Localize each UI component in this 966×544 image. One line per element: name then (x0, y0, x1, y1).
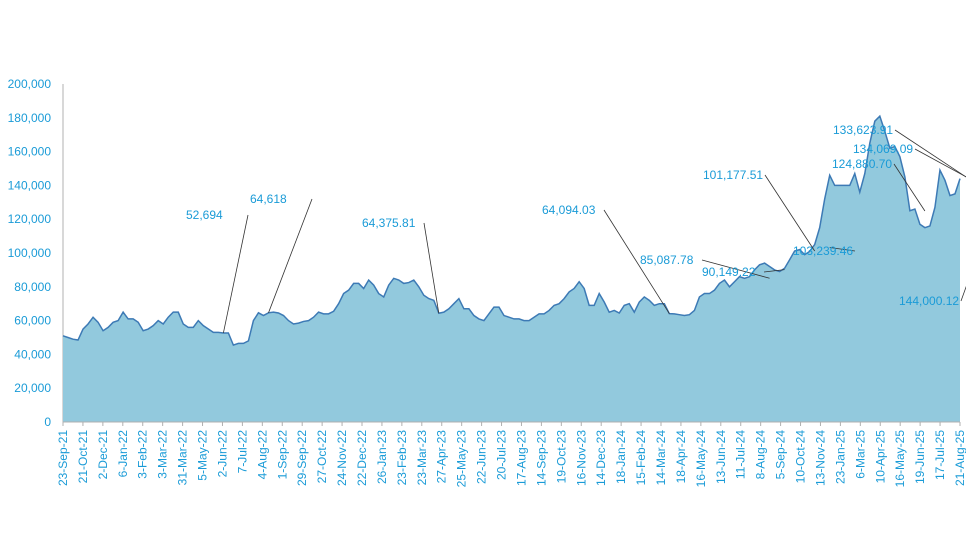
x-tick-label: 17-Jul-25 (933, 430, 947, 480)
series-line (62, 114, 961, 347)
x-tick-label: 13-Jun-24 (714, 430, 728, 484)
x-tick-label: 13-Nov-24 (813, 430, 827, 486)
annotation-leader-line (701, 259, 770, 279)
x-tick-label: 2-Dec-21 (96, 430, 110, 480)
x-tick-label: 23-Jan-25 (833, 430, 847, 484)
y-tick-label: 20,000 (14, 381, 51, 395)
x-tick-label: 5-May-22 (196, 430, 210, 481)
y-tick-label: 200,000 (8, 77, 52, 91)
x-tick-label: 5-Sep-24 (774, 430, 788, 480)
x-tick-label: 27-Apr-23 (435, 430, 449, 484)
y-tick-label: 160,000 (8, 145, 52, 159)
x-tick-label: 3-Feb-22 (136, 430, 150, 479)
x-tick-label: 23-Mar-23 (415, 430, 429, 486)
x-tick-label: 8-Aug-24 (754, 430, 768, 480)
x-tick-label: 14-Dec-23 (594, 430, 608, 486)
x-tick-label: 14-Mar-24 (654, 430, 668, 486)
x-tick-label: 23-Sep-21 (56, 430, 70, 486)
x-tick-label: 22-Jun-23 (475, 430, 489, 484)
x-tick-label: 11-Jul-24 (734, 430, 748, 479)
y-tick-label: 120,000 (8, 212, 52, 226)
data-label: 103,239.46 (793, 244, 853, 258)
x-tick-label: 16-Nov-23 (574, 430, 588, 486)
annotation-leader-line (914, 148, 966, 178)
x-tick-label: 21-Aug-25 (953, 430, 966, 486)
x-tick-label: 21-Oct-21 (76, 430, 90, 484)
x-tick-label: 16-May-25 (893, 430, 907, 488)
x-tick-label: 7-Jul-22 (235, 430, 249, 474)
annotation-leader-line (763, 269, 785, 273)
data-label: 90,149.22 (702, 265, 756, 279)
annotation-leader-line (764, 174, 816, 252)
data-label: 64,618 (250, 192, 287, 206)
y-tick-label: 60,000 (14, 314, 51, 328)
x-tick-label: 16-May-24 (694, 430, 708, 488)
series-area-fill (63, 116, 960, 423)
x-tick-label: 31-Mar-22 (176, 430, 190, 486)
y-tick-label: 100,000 (8, 246, 52, 260)
x-tick-label: 2-Jun-22 (215, 430, 229, 478)
x-tick-label: 27-Oct-22 (315, 430, 329, 484)
data-label: 85,087.78 (640, 253, 694, 267)
data-label: 134,069.09 (853, 142, 913, 156)
series-area (62, 114, 961, 423)
annotation-leader-line (960, 285, 966, 302)
data-label: 124,880.70 (832, 157, 892, 171)
annotations: 52,694 64,618 64,375.81 64,094.03 85,087.78 9… (186, 123, 966, 333)
x-tick-label: 25-May-23 (455, 430, 469, 488)
y-axis: 0 20,000 40,000 60,000 80,000 100,000 120,000 1… (8, 77, 64, 429)
annotation-leader-line (894, 129, 966, 178)
x-tick-label: 26-Jan-23 (375, 430, 389, 484)
x-tick-label: 10-Apr-25 (873, 430, 887, 484)
x-tick-label: 29-Sep-22 (295, 430, 309, 486)
annotation-leader-line (829, 247, 856, 252)
annotation-leader-line (223, 214, 249, 333)
x-tick-label: 6-Jan-22 (116, 430, 130, 478)
x-tick-label: 19-Oct-23 (554, 430, 568, 484)
y-tick-label: 40,000 (14, 347, 51, 361)
data-label: 64,375.81 (362, 216, 416, 230)
data-label: 52,694 (186, 208, 223, 222)
y-tick-label: 180,000 (8, 111, 52, 125)
data-label: 64,094.03 (542, 203, 596, 217)
x-tick-label: 19-Jun-25 (913, 430, 927, 484)
y-tick-label: 140,000 (8, 178, 52, 192)
x-tick-label: 6-Mar-25 (853, 430, 867, 479)
annotation-leader-line (268, 198, 313, 313)
x-tick-label: 1-Sep-22 (275, 430, 289, 480)
x-tick-label: 17-Aug-23 (514, 430, 528, 486)
y-tick-label: 80,000 (14, 280, 51, 294)
x-tick-label: 14-Sep-23 (534, 430, 548, 486)
y-tick-label: 0 (44, 415, 51, 429)
annotation-leader-line (893, 163, 926, 212)
data-label: 144,000.12 (899, 294, 959, 308)
x-tick-label: 10-Oct-24 (794, 430, 808, 484)
x-tick-label: 18-Jan-24 (614, 430, 628, 484)
data-label: 133,623.91 (833, 123, 893, 137)
x-tick-label: 20-Jul-23 (495, 430, 509, 480)
annotation-leader-line (423, 222, 440, 314)
x-tick-label: 15-Feb-24 (634, 430, 648, 486)
x-tick-label: 4-Aug-22 (255, 430, 269, 480)
x-tick-label: 23-Feb-23 (395, 430, 409, 486)
x-tick-label: 22-Dec-22 (355, 430, 369, 486)
x-axis: 23-Sep-21 21-Oct-21 2-Dec-21 6-Jan-22 3-Feb-… (56, 421, 966, 488)
x-tick-label: 18-Apr-24 (674, 430, 688, 484)
data-label: 101,177.51 (703, 168, 763, 182)
x-tick-label: 24-Nov-22 (335, 430, 349, 486)
x-tick-label: 3-Mar-22 (156, 430, 170, 479)
annotation-leader-line (603, 209, 670, 314)
